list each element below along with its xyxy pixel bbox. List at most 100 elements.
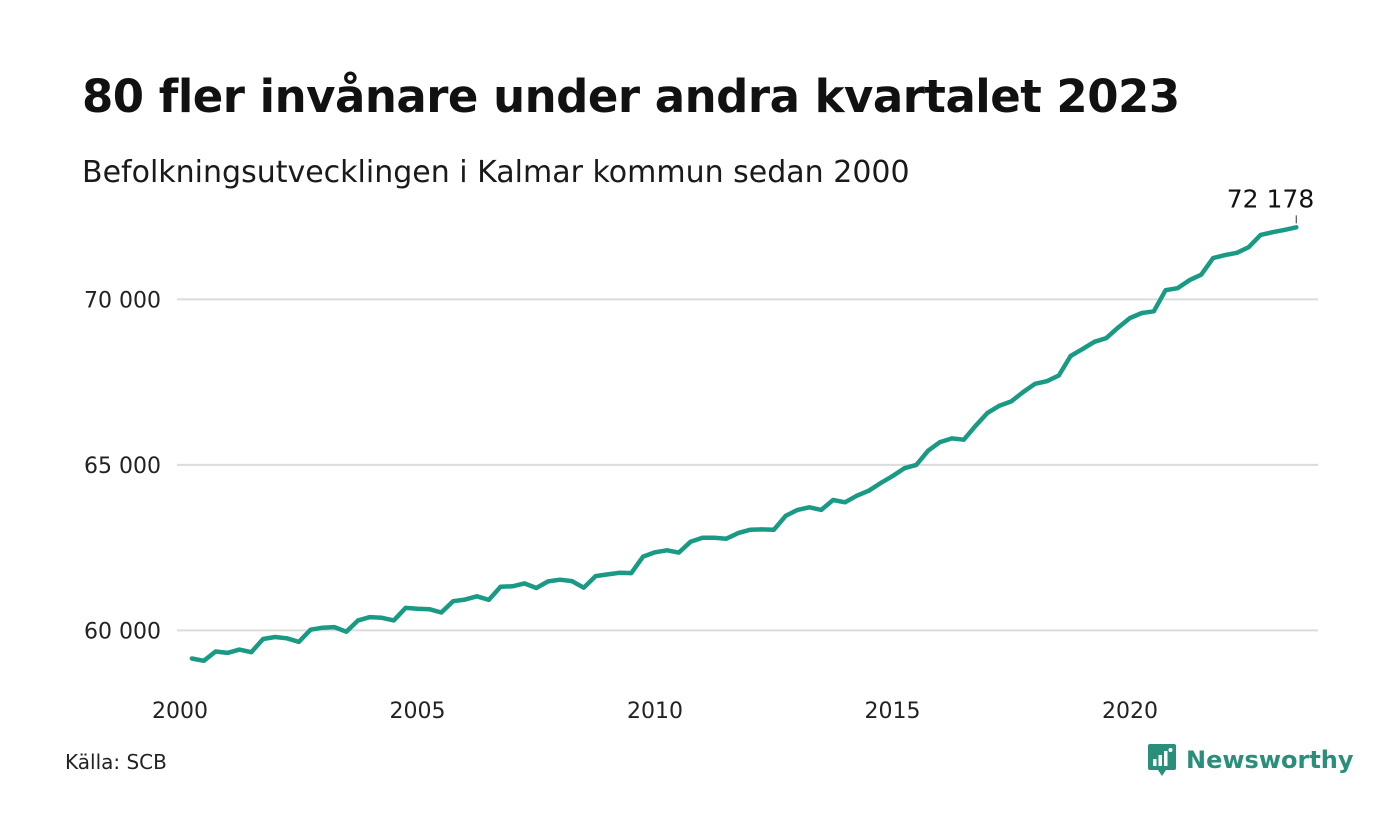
data-point — [451, 599, 456, 604]
data-point — [498, 584, 503, 589]
data-point — [961, 437, 966, 442]
data-point — [807, 505, 812, 510]
data-point — [736, 531, 741, 536]
data-point — [1187, 278, 1192, 283]
y-tick-label: 60 000 — [84, 619, 161, 644]
data-point — [926, 448, 931, 453]
data-point — [1009, 399, 1014, 404]
data-point — [237, 647, 242, 652]
data-point — [1116, 325, 1121, 330]
data-point — [1294, 225, 1299, 230]
data-point — [1175, 286, 1180, 291]
data-point — [1151, 309, 1156, 314]
data-point — [1282, 227, 1287, 232]
data-point — [617, 570, 622, 575]
data-point — [534, 586, 539, 590]
data-point — [1033, 381, 1037, 386]
data-point — [676, 550, 681, 555]
data-point — [486, 597, 491, 602]
data-point — [629, 571, 634, 576]
data-point — [1104, 336, 1109, 341]
chart-bubble-icon — [1148, 744, 1176, 776]
brand-name: Newsworthy — [1186, 746, 1354, 774]
data-point — [273, 634, 277, 639]
data-point — [771, 527, 776, 532]
data-point — [225, 650, 230, 655]
data-point — [213, 649, 218, 654]
chart-title: 80 fler invånare under andra kvartalet 2… — [82, 70, 1180, 123]
data-point — [712, 535, 717, 540]
population-line — [189, 225, 1299, 664]
data-point — [724, 536, 729, 541]
data-point — [510, 584, 515, 589]
data-point — [819, 507, 824, 512]
data-point — [474, 594, 479, 599]
data-point — [878, 481, 883, 486]
data-point — [379, 615, 384, 620]
data-point — [1270, 230, 1275, 235]
data-point — [605, 572, 610, 577]
data-point — [296, 639, 301, 644]
data-point — [356, 618, 361, 623]
data-point — [1199, 272, 1204, 277]
data-point — [1223, 253, 1227, 258]
data-point — [249, 650, 254, 655]
source-note: Källa: SCB — [65, 750, 167, 774]
data-point — [1211, 256, 1216, 261]
data-point — [843, 500, 847, 505]
data-point — [866, 488, 871, 493]
data-point — [308, 627, 313, 632]
data-point — [463, 597, 467, 602]
y-tick-label: 65 000 — [84, 454, 161, 479]
x-tick-label: 2000 — [152, 699, 208, 724]
data-point — [783, 513, 788, 518]
data-point — [973, 423, 978, 428]
brand-logo: Newsworthy — [1147, 742, 1354, 778]
data-point — [320, 625, 325, 630]
data-point — [1068, 354, 1073, 359]
data-point — [558, 577, 562, 582]
data-point — [391, 618, 396, 623]
data-point — [1128, 315, 1132, 320]
end-value-label: 72 178 — [1227, 184, 1314, 213]
data-point — [902, 466, 907, 471]
data-point — [189, 656, 194, 661]
data-point — [949, 436, 954, 441]
data-point — [581, 585, 586, 590]
data-point — [997, 403, 1002, 408]
data-point — [748, 527, 752, 532]
data-point — [641, 554, 646, 559]
data-point — [546, 579, 551, 584]
data-point — [1234, 250, 1239, 255]
data-point — [344, 629, 349, 634]
data-point — [1021, 390, 1026, 395]
data-point — [1139, 310, 1144, 315]
data-point — [1163, 288, 1168, 293]
data-point — [261, 636, 266, 641]
data-point — [664, 548, 669, 553]
x-tick-label: 2020 — [1102, 699, 1158, 724]
data-point — [1246, 245, 1251, 250]
data-point — [593, 574, 598, 579]
data-point — [914, 462, 919, 467]
data-point — [653, 550, 657, 555]
data-point — [439, 610, 444, 615]
data-point — [854, 493, 859, 498]
x-tick-label: 2015 — [865, 699, 921, 724]
data-point — [700, 535, 705, 540]
data-point — [403, 605, 408, 610]
data-point — [1044, 379, 1049, 384]
chart-subtitle: Befolkningsutvecklingen i Kalmar kommun … — [82, 155, 910, 190]
data-point — [1258, 232, 1263, 237]
y-tick-label: 70 000 — [84, 288, 161, 313]
data-point — [795, 507, 800, 512]
data-point — [284, 636, 289, 641]
data-point — [759, 527, 764, 532]
data-point — [415, 606, 420, 611]
data-point — [427, 607, 432, 612]
data-point — [368, 615, 372, 620]
data-point — [938, 440, 942, 445]
data-point — [1080, 347, 1085, 352]
x-tick-label: 2005 — [390, 699, 446, 724]
